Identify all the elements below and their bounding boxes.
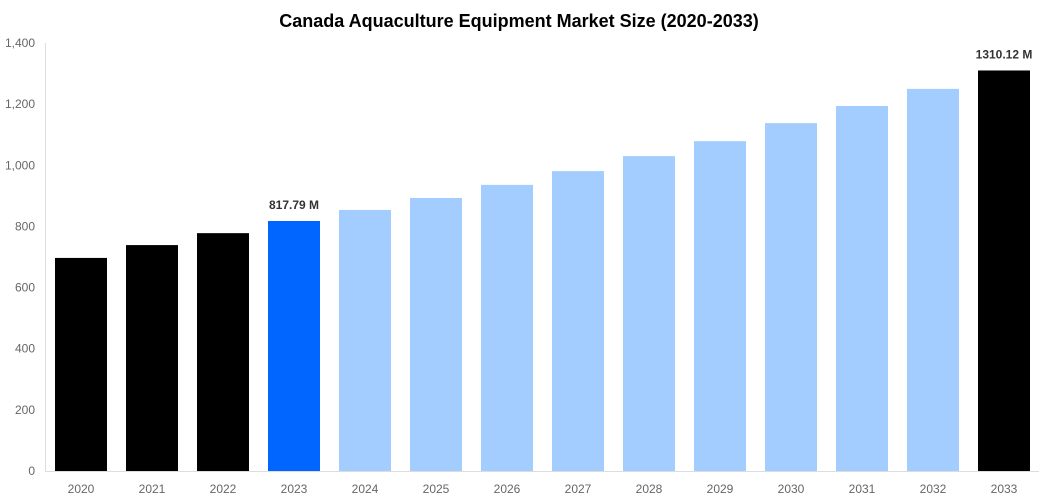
y-tick-label: 1,200	[5, 97, 35, 111]
x-tick-label: 2024	[352, 482, 379, 496]
bar-2033	[978, 70, 1030, 471]
x-tick-label: 2026	[494, 482, 521, 496]
y-tick-label: 800	[15, 219, 35, 233]
y-tick-label: 200	[15, 403, 35, 417]
y-tick-label: 1,000	[5, 158, 35, 172]
x-tick-label: 2029	[707, 482, 734, 496]
x-tick-label: 2023	[281, 482, 308, 496]
x-tick-label: 2021	[139, 482, 166, 496]
bar-2020	[55, 257, 107, 471]
bar-2021	[126, 245, 178, 471]
x-tick-label: 2032	[920, 482, 947, 496]
bar-2031	[836, 105, 888, 471]
x-tick-label: 2027	[565, 482, 592, 496]
x-tick-label: 2031	[849, 482, 876, 496]
bar-2030	[765, 123, 817, 472]
bar-2032	[907, 88, 959, 471]
x-tick-label: 2033	[991, 482, 1018, 496]
data-label-2023: 817.79 M	[269, 198, 319, 212]
bar-2022	[197, 233, 249, 471]
y-tick-label: 400	[15, 342, 35, 356]
bar-2028	[623, 156, 675, 471]
y-tick-label: 0	[28, 464, 35, 478]
y-tick-label: 600	[15, 281, 35, 295]
x-tick-label: 2020	[68, 482, 95, 496]
x-tick-label: 2028	[636, 482, 663, 496]
x-tick-label: 2025	[423, 482, 450, 496]
y-tick-label: 1,400	[5, 36, 35, 50]
bar-2023	[268, 220, 320, 471]
bar-2027	[552, 171, 604, 471]
chart-title: Canada Aquaculture Equipment Market Size…	[279, 11, 758, 31]
bar-2029	[694, 141, 746, 472]
x-tick-label: 2022	[210, 482, 237, 496]
x-tick-label: 2030	[778, 482, 805, 496]
bar-2026	[481, 184, 533, 471]
data-label-2033: 1310.12 M	[976, 47, 1033, 61]
bar-2025	[410, 197, 462, 472]
bar-2024	[339, 209, 391, 472]
